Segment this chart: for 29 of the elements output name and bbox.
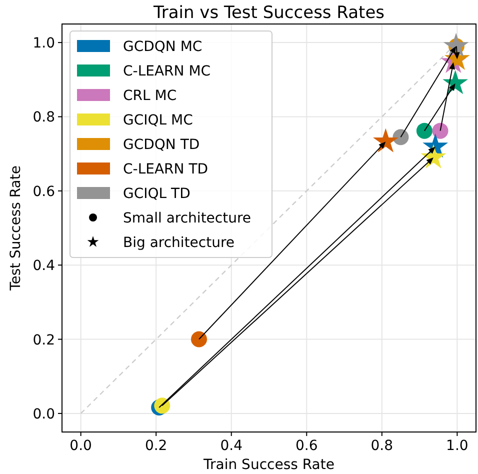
legend-label: C-LEARN MC <box>123 64 211 80</box>
x-tick-label: 0.4 <box>220 438 243 454</box>
legend-label: C-LEARN TD <box>123 162 208 178</box>
legend-label: Small architecture <box>123 210 252 226</box>
y-axis-title: Test Success Rate <box>8 166 24 292</box>
legend-label: Big architecture <box>123 235 235 251</box>
y-tick-label: 1.0 <box>32 36 55 52</box>
legend-label: GCIQL MC <box>123 112 194 128</box>
x-tick-label: 1.0 <box>446 438 468 454</box>
x-tick-label: 0.0 <box>70 438 92 454</box>
point <box>190 331 207 348</box>
y-tick-label: 0.2 <box>32 332 55 348</box>
x-tick-label: 0.8 <box>370 438 394 454</box>
legend-label: GCDQN TD <box>123 137 200 153</box>
chart-title: Train vs Test Success Rates <box>152 3 385 23</box>
y-tick-label: 0.8 <box>32 110 55 126</box>
x-axis-title: Train Success Rate <box>202 457 334 473</box>
point <box>416 122 432 139</box>
y-tick-label: 0.4 <box>32 258 56 274</box>
legend-label: GCIQL TD <box>123 186 190 202</box>
x-tick-label: 0.6 <box>296 438 318 454</box>
x-tick-label: 0.2 <box>144 438 168 454</box>
y-tick-label: 0.6 <box>32 184 56 200</box>
y-tick-label: 0.0 <box>32 406 55 422</box>
legend-label: GCDQN MC <box>123 39 202 55</box>
point <box>432 122 448 139</box>
legend-label: CRL MC <box>123 88 177 104</box>
point <box>154 398 170 414</box>
point <box>392 129 409 146</box>
